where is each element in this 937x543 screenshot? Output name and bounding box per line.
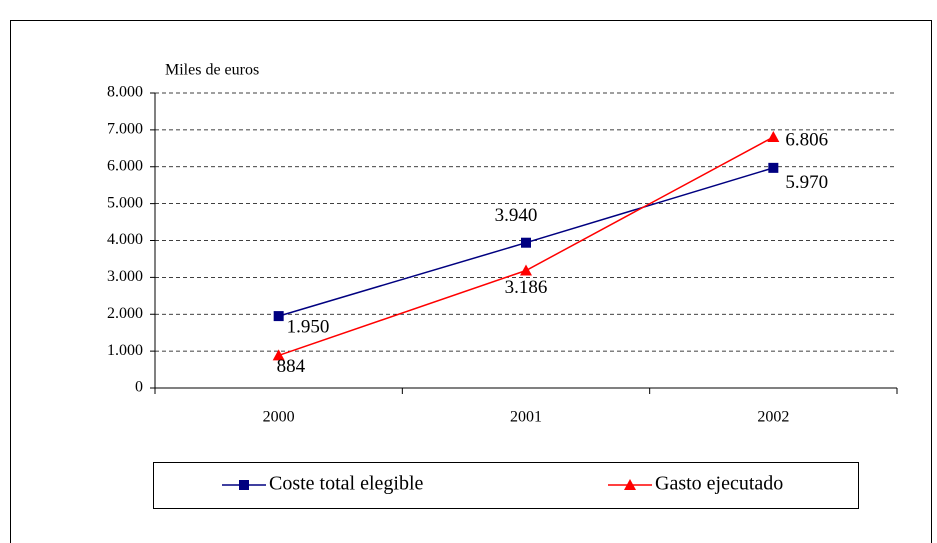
y-tick-label: 6.000 — [107, 157, 143, 174]
x-tick-label: 2001 — [510, 409, 542, 426]
y-tick-label: 8.000 — [107, 84, 143, 101]
data-label: 6.806 — [785, 129, 828, 150]
x-tick-label: 2002 — [757, 409, 789, 426]
y-tick-label: 7.000 — [107, 121, 143, 138]
y-tick-label: 0 — [135, 379, 143, 396]
point — [273, 311, 284, 322]
point — [768, 162, 779, 173]
y-tick-label: 2.000 — [107, 305, 143, 322]
point — [272, 349, 285, 361]
legend — [153, 462, 859, 509]
y-tick-label: 5.000 — [107, 194, 143, 211]
y-tick-label: 1.000 — [107, 342, 143, 359]
data-label: 1.950 — [287, 316, 330, 337]
data-label: 884 — [277, 356, 306, 377]
chart-frame — [10, 20, 932, 543]
legend-marker — [624, 479, 636, 490]
legend-marker — [239, 480, 249, 490]
legend-label: Coste total elegible — [269, 473, 424, 495]
y-tick-label: 3.000 — [107, 268, 143, 285]
y-axis-label: Miles de euros — [165, 62, 259, 79]
data-label: 3.186 — [505, 277, 548, 298]
point — [521, 237, 531, 248]
legend-label: Gasto ejecutado — [655, 473, 783, 495]
data-label: 3.940 — [495, 205, 538, 226]
point — [520, 264, 532, 276]
point — [767, 131, 780, 143]
data-label: 5.970 — [785, 172, 828, 193]
x-tick-label: 2000 — [263, 409, 295, 426]
y-tick-label: 4.000 — [107, 231, 143, 248]
